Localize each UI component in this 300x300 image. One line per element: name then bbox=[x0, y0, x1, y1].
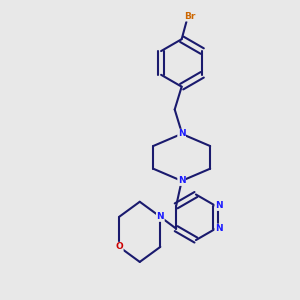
Text: N: N bbox=[215, 224, 223, 233]
Text: N: N bbox=[178, 129, 185, 138]
Text: O: O bbox=[115, 242, 123, 251]
Text: N: N bbox=[157, 212, 164, 221]
Text: N: N bbox=[215, 201, 223, 210]
Text: N: N bbox=[178, 176, 185, 185]
Text: Br: Br bbox=[184, 12, 195, 21]
